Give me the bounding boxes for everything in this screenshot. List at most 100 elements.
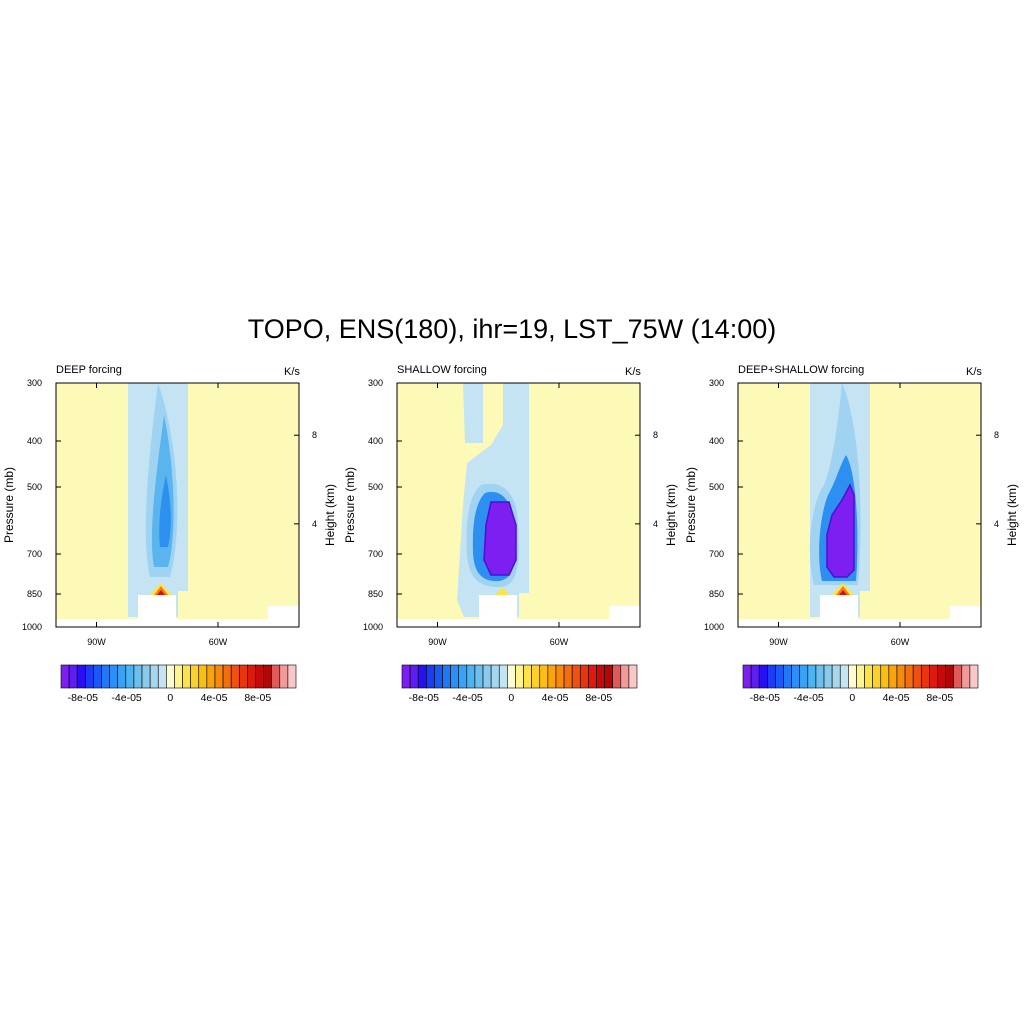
colorbar-swatch (166, 664, 175, 689)
y-tick-label: 400 (27, 436, 42, 446)
colorbar-swatch (628, 664, 638, 689)
colorbar-label: 4e-05 (883, 692, 910, 704)
units-label: K/s (284, 366, 300, 378)
colorbar-swatch (920, 664, 930, 689)
plot-frame (396, 382, 641, 628)
colorbar-swatch (182, 664, 191, 689)
y-tick-label: 1000 (704, 622, 724, 632)
colorbar-swatch (255, 664, 264, 689)
colorbar-swatch (969, 664, 979, 689)
y-tick-label: 300 (368, 378, 383, 388)
y-tick-label: 850 (709, 589, 724, 599)
y2-tick-label: 8 (653, 430, 658, 440)
colorbar: -8e-05 -4e-05 0 4e-05 8e-05 (742, 664, 979, 704)
colorbar-swatch (823, 664, 833, 689)
colorbar-swatch (149, 664, 159, 689)
colorbar-swatch (409, 664, 419, 689)
colorbar-swatch (856, 664, 865, 689)
panel-combined-forcing: DEEP+SHALLOW forcing K/s 300 400 500 700 850… (682, 355, 1023, 715)
colorbar-swatch (190, 664, 200, 689)
colorbar-swatch (742, 664, 752, 689)
colorbar-swatch (230, 664, 240, 689)
colorbar-swatch (238, 664, 248, 689)
colorbar-label: 0 (508, 692, 514, 704)
cooling-core (483, 501, 517, 576)
panel-combined-chart: DEEP+SHALLOW forcing K/s 300 400 500 700 850… (684, 364, 1019, 704)
colorbar-swatch (864, 664, 873, 689)
colorbar-swatch (117, 664, 127, 689)
colorbar-swatch (912, 664, 922, 689)
colorbar-label: 8e-05 (926, 692, 953, 704)
panel-subtitle: DEEP+SHALLOW forcing (738, 364, 864, 376)
surface-warming-core (157, 590, 165, 595)
colorbar-label: 4e-05 (201, 692, 228, 704)
colorbar-swatch (815, 664, 825, 689)
y-tick-label: 1000 (363, 622, 383, 632)
y-tick-label: 500 (368, 482, 383, 492)
units-label: K/s (625, 366, 641, 378)
colorbar-swatch (174, 664, 183, 689)
colorbar-swatch (961, 664, 971, 689)
y2-tick-label: 4 (994, 519, 999, 529)
x-tick-label: 60W (550, 637, 569, 647)
y-tick-label: 850 (27, 589, 42, 599)
cooling-core (159, 475, 171, 547)
y2-tick-label: 8 (312, 430, 317, 440)
colorbar: -8e-05 -4e-05 0 4e-05 8e-05 (401, 664, 638, 704)
contour-field (56, 383, 299, 627)
y2-axis-label: Height (km) (1005, 484, 1019, 546)
colorbar-swatch (831, 664, 841, 689)
colorbar-swatch (596, 664, 605, 689)
colorbar-swatch (547, 664, 557, 689)
colorbar-swatch (482, 664, 492, 689)
y2-axis-label: Height (km) (323, 484, 337, 546)
x-tick-label: 90W (769, 637, 788, 647)
colorbar-swatch (434, 664, 443, 689)
panel-subtitle: SHALLOW forcing (397, 364, 487, 376)
colorbar-swatch (68, 664, 78, 689)
colorbar-swatch (604, 664, 613, 689)
colorbar-swatch (896, 664, 906, 689)
colorbar-swatch (539, 664, 549, 689)
colorbar-label: 8e-05 (585, 692, 612, 704)
y-tick-label: 400 (709, 436, 724, 446)
x-tick-label: 90W (87, 637, 106, 647)
colorbar-swatch (214, 664, 224, 689)
colorbar-swatch (93, 664, 102, 689)
colorbar-swatch (458, 664, 468, 689)
colorbar-swatch (417, 664, 427, 689)
colorbar-label: -4e-05 (111, 692, 142, 704)
colorbar-swatch (466, 664, 476, 689)
colorbar-swatch (507, 664, 516, 689)
colorbar-swatch (531, 664, 541, 689)
colorbar-swatch (791, 664, 801, 689)
units-label: K/s (966, 366, 982, 378)
colorbar-label: 8e-05 (244, 692, 271, 704)
colorbar-swatch (101, 664, 110, 689)
colorbar-swatch (767, 664, 776, 689)
colorbar-swatch (945, 664, 954, 689)
colorbar-label: -8e-05 (68, 692, 99, 704)
y-tick-label: 850 (368, 589, 383, 599)
colorbar-swatch (563, 664, 573, 689)
y-axis-label: Pressure (mb) (343, 467, 357, 543)
colorbar-swatch (612, 664, 622, 689)
colorbar-swatch (799, 664, 809, 689)
colorbar-swatch (555, 664, 565, 689)
colorbar-swatch (426, 664, 435, 689)
colorbar-swatch (872, 664, 882, 689)
colorbar-swatch (783, 664, 792, 689)
y2-axis-label: Height (km) (664, 484, 678, 546)
axes: 300 400 500 700 850 1000 8 4 90W 60W (22, 378, 317, 647)
colorbar-swatch (222, 664, 232, 689)
topography-east (268, 606, 299, 627)
y2-tick-label: 4 (312, 519, 317, 529)
colorbar-swatch (287, 664, 297, 689)
colorbar-swatch (76, 664, 86, 689)
colorbar-swatch (588, 664, 597, 689)
axes: 300 400 500 700 850 1000 8 4 90W 60W (363, 378, 658, 647)
colorbar-label: -8e-05 (750, 692, 781, 704)
y-axis-label: Pressure (mb) (684, 467, 698, 543)
colorbar: -8e-05 -4e-05 0 4e-05 8e-05 (60, 664, 297, 704)
colorbar-swatch (279, 664, 289, 689)
